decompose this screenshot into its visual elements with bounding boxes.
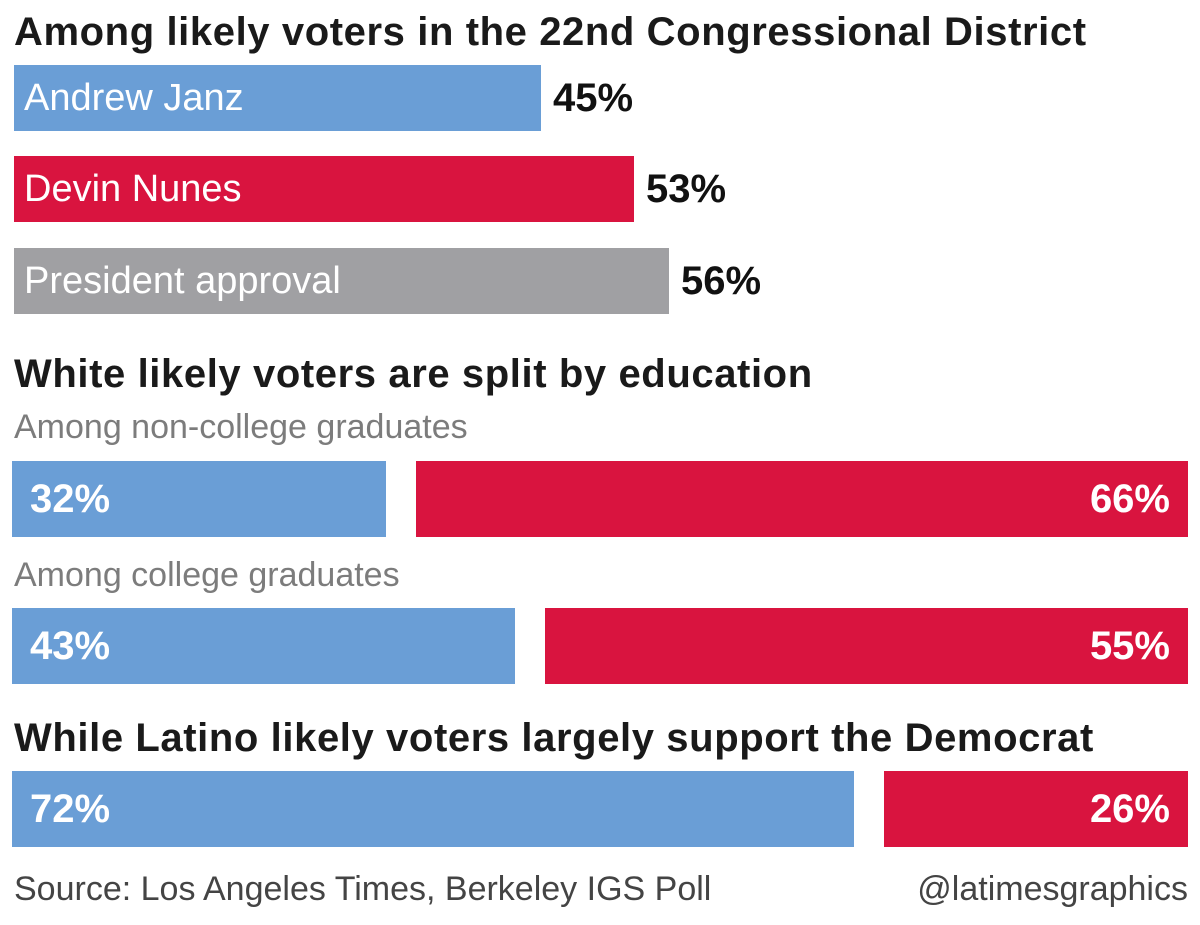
bar-college-republican: 55% — [545, 608, 1188, 684]
subhead-non-college: Among non-college graduates — [14, 408, 468, 446]
bar-andrew-janz: Andrew Janz — [14, 65, 541, 131]
value-college-republican: 55% — [1089, 624, 1170, 668]
bar-devin-nunes: Devin Nunes — [14, 156, 634, 222]
bar-latino-democrat: 72% — [12, 771, 854, 847]
value-latino-democrat: 72% — [30, 787, 111, 831]
chart-title: Among likely voters in the 22nd Congress… — [14, 10, 1087, 54]
bar-label-andrew-janz: Andrew Janz — [24, 77, 244, 119]
value-latino-republican: 26% — [1089, 787, 1170, 831]
source-note: Source: Los Angeles Times, Berkeley IGS … — [14, 870, 712, 908]
subhead-college: Among college graduates — [14, 556, 400, 594]
section-title-latino-voters: While Latino likely voters largely suppo… — [14, 716, 1094, 760]
bar-latino-republican: 26% — [884, 771, 1188, 847]
bar-label-president-approval: President approval — [24, 260, 341, 302]
value-non-college-republican: 66% — [1089, 477, 1170, 521]
value-non-college-democrat: 32% — [30, 477, 111, 521]
bar-non-college-democrat: 32% — [12, 461, 386, 537]
value-devin-nunes: 53% — [646, 167, 727, 211]
credit-handle: @latimesgraphics — [917, 870, 1188, 908]
section-title-white-voters: White likely voters are split by educati… — [14, 352, 813, 396]
bar-president-approval: President approval — [14, 248, 669, 314]
bar-label-devin-nunes: Devin Nunes — [24, 168, 242, 210]
value-president-approval: 56% — [681, 259, 762, 303]
bar-college-democrat: 43% — [12, 608, 515, 684]
value-college-democrat: 43% — [30, 624, 111, 668]
value-andrew-janz: 45% — [553, 76, 634, 120]
bar-non-college-republican: 66% — [416, 461, 1188, 537]
